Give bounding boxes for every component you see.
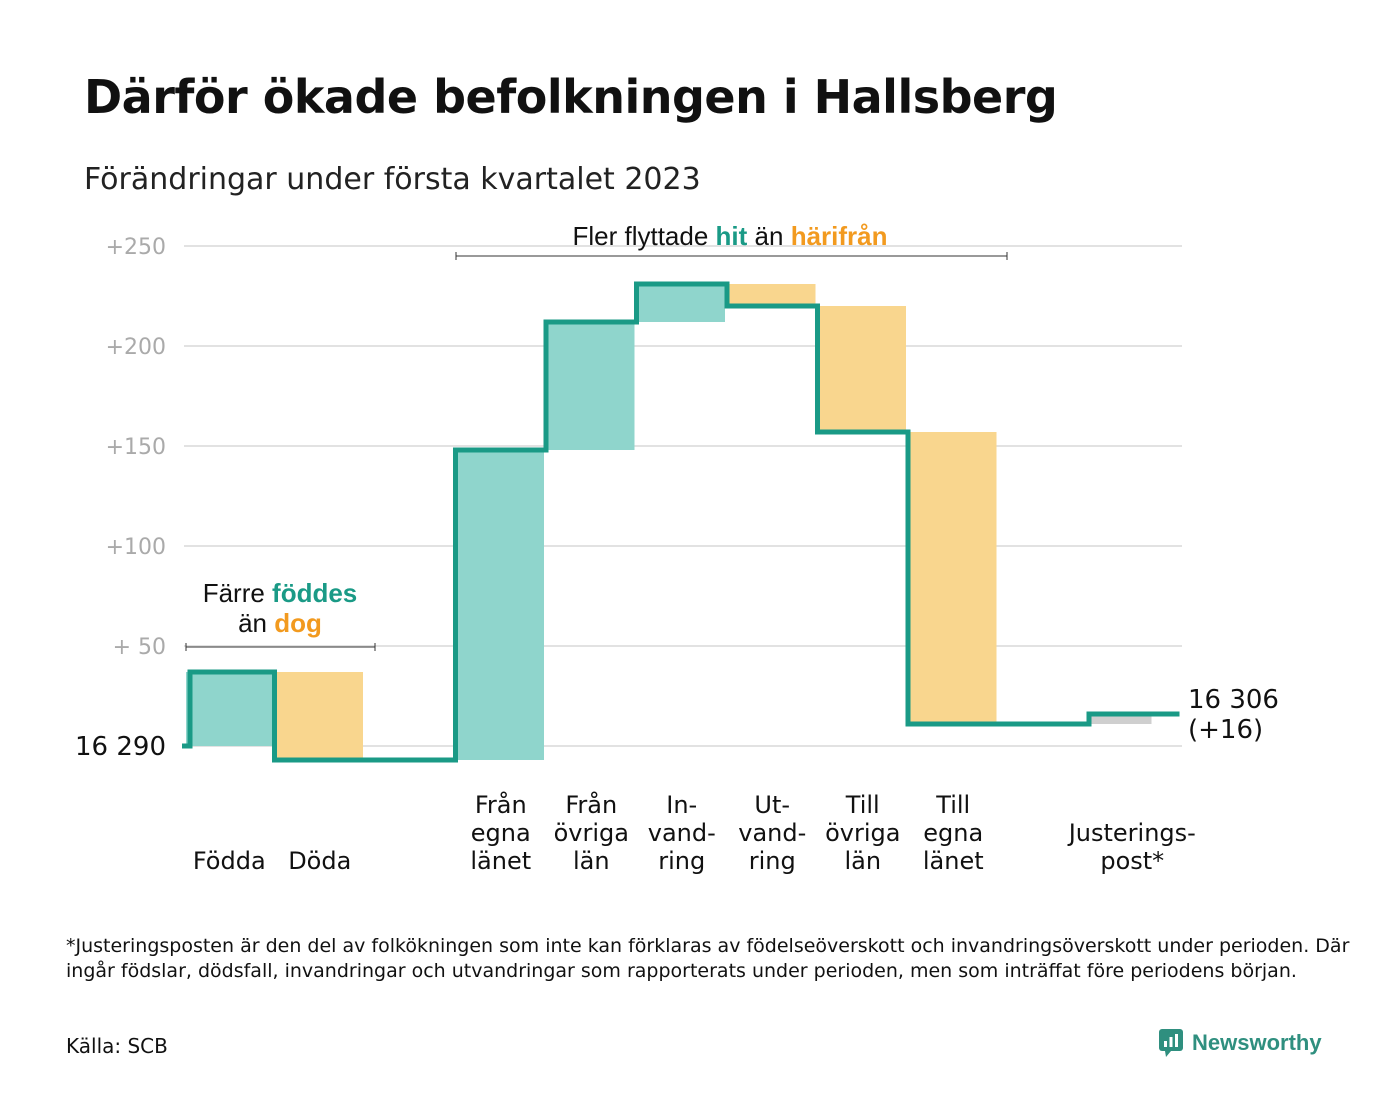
bar-increase [548,322,635,450]
y-tick-label: +250 [106,235,166,260]
y-tick-label: +100 [106,535,166,560]
category-label: Döda [288,847,351,875]
end-value-label: 16 306 [1188,685,1279,715]
category-label: egna [471,819,531,847]
category-label: post* [1100,847,1164,875]
bar-increase [638,284,725,322]
bar-decrease [276,672,363,760]
bar-increase [186,672,273,746]
category-label: länet [470,847,531,875]
newsworthy-logo: Newsworthy [1158,1028,1322,1058]
category-label: Från [565,790,617,819]
bar-decrease [729,284,816,306]
category-label: ring [658,847,705,875]
chart-title: Därför ökade befolkningen i Hallsberg [84,70,1058,124]
logo-text: Newsworthy [1192,1030,1322,1055]
category-label: övriga [554,819,629,847]
category-label: Ut- [754,791,790,819]
category-label: Till [845,791,880,819]
births-annotation-line2: än dog [238,608,322,638]
bar-decrease [910,432,997,724]
bar-decrease [819,306,906,432]
start-value-label: 16 290 [75,732,166,762]
y-tick-label: +150 [106,435,166,460]
births-annotation-line1: Färre föddes [203,578,358,608]
category-label: egna [923,819,983,847]
category-label: Från [475,790,527,819]
category-label: Justerings- [1067,819,1196,847]
bar-increase [457,450,544,760]
category-label: In- [666,791,697,819]
footnote: *Justeringsposten är den del av folkökni… [66,935,1350,982]
category-label: vand- [738,819,806,847]
category-label: vand- [648,819,716,847]
category-label: län [844,847,881,875]
y-tick-label: + 50 [113,635,166,660]
category-label: län [573,847,610,875]
category-label: övriga [825,819,900,847]
category-label: Till [935,791,970,819]
bar-adjustment [1089,714,1152,724]
category-label: ring [749,847,796,875]
source-label: Källa: SCB [66,1034,168,1058]
chart-subtitle: Förändringar under första kvartalet 2023 [84,162,701,197]
end-change-label: (+16) [1188,715,1263,745]
category-label: länet [923,847,984,875]
migration-annotation: Fler flyttade hit än härifrån [572,221,887,251]
category-label: Födda [193,847,266,875]
newsworthy-logo-icon [1159,1029,1183,1057]
y-tick-label: +200 [106,335,166,360]
cumulative-step-line [182,281,1180,763]
